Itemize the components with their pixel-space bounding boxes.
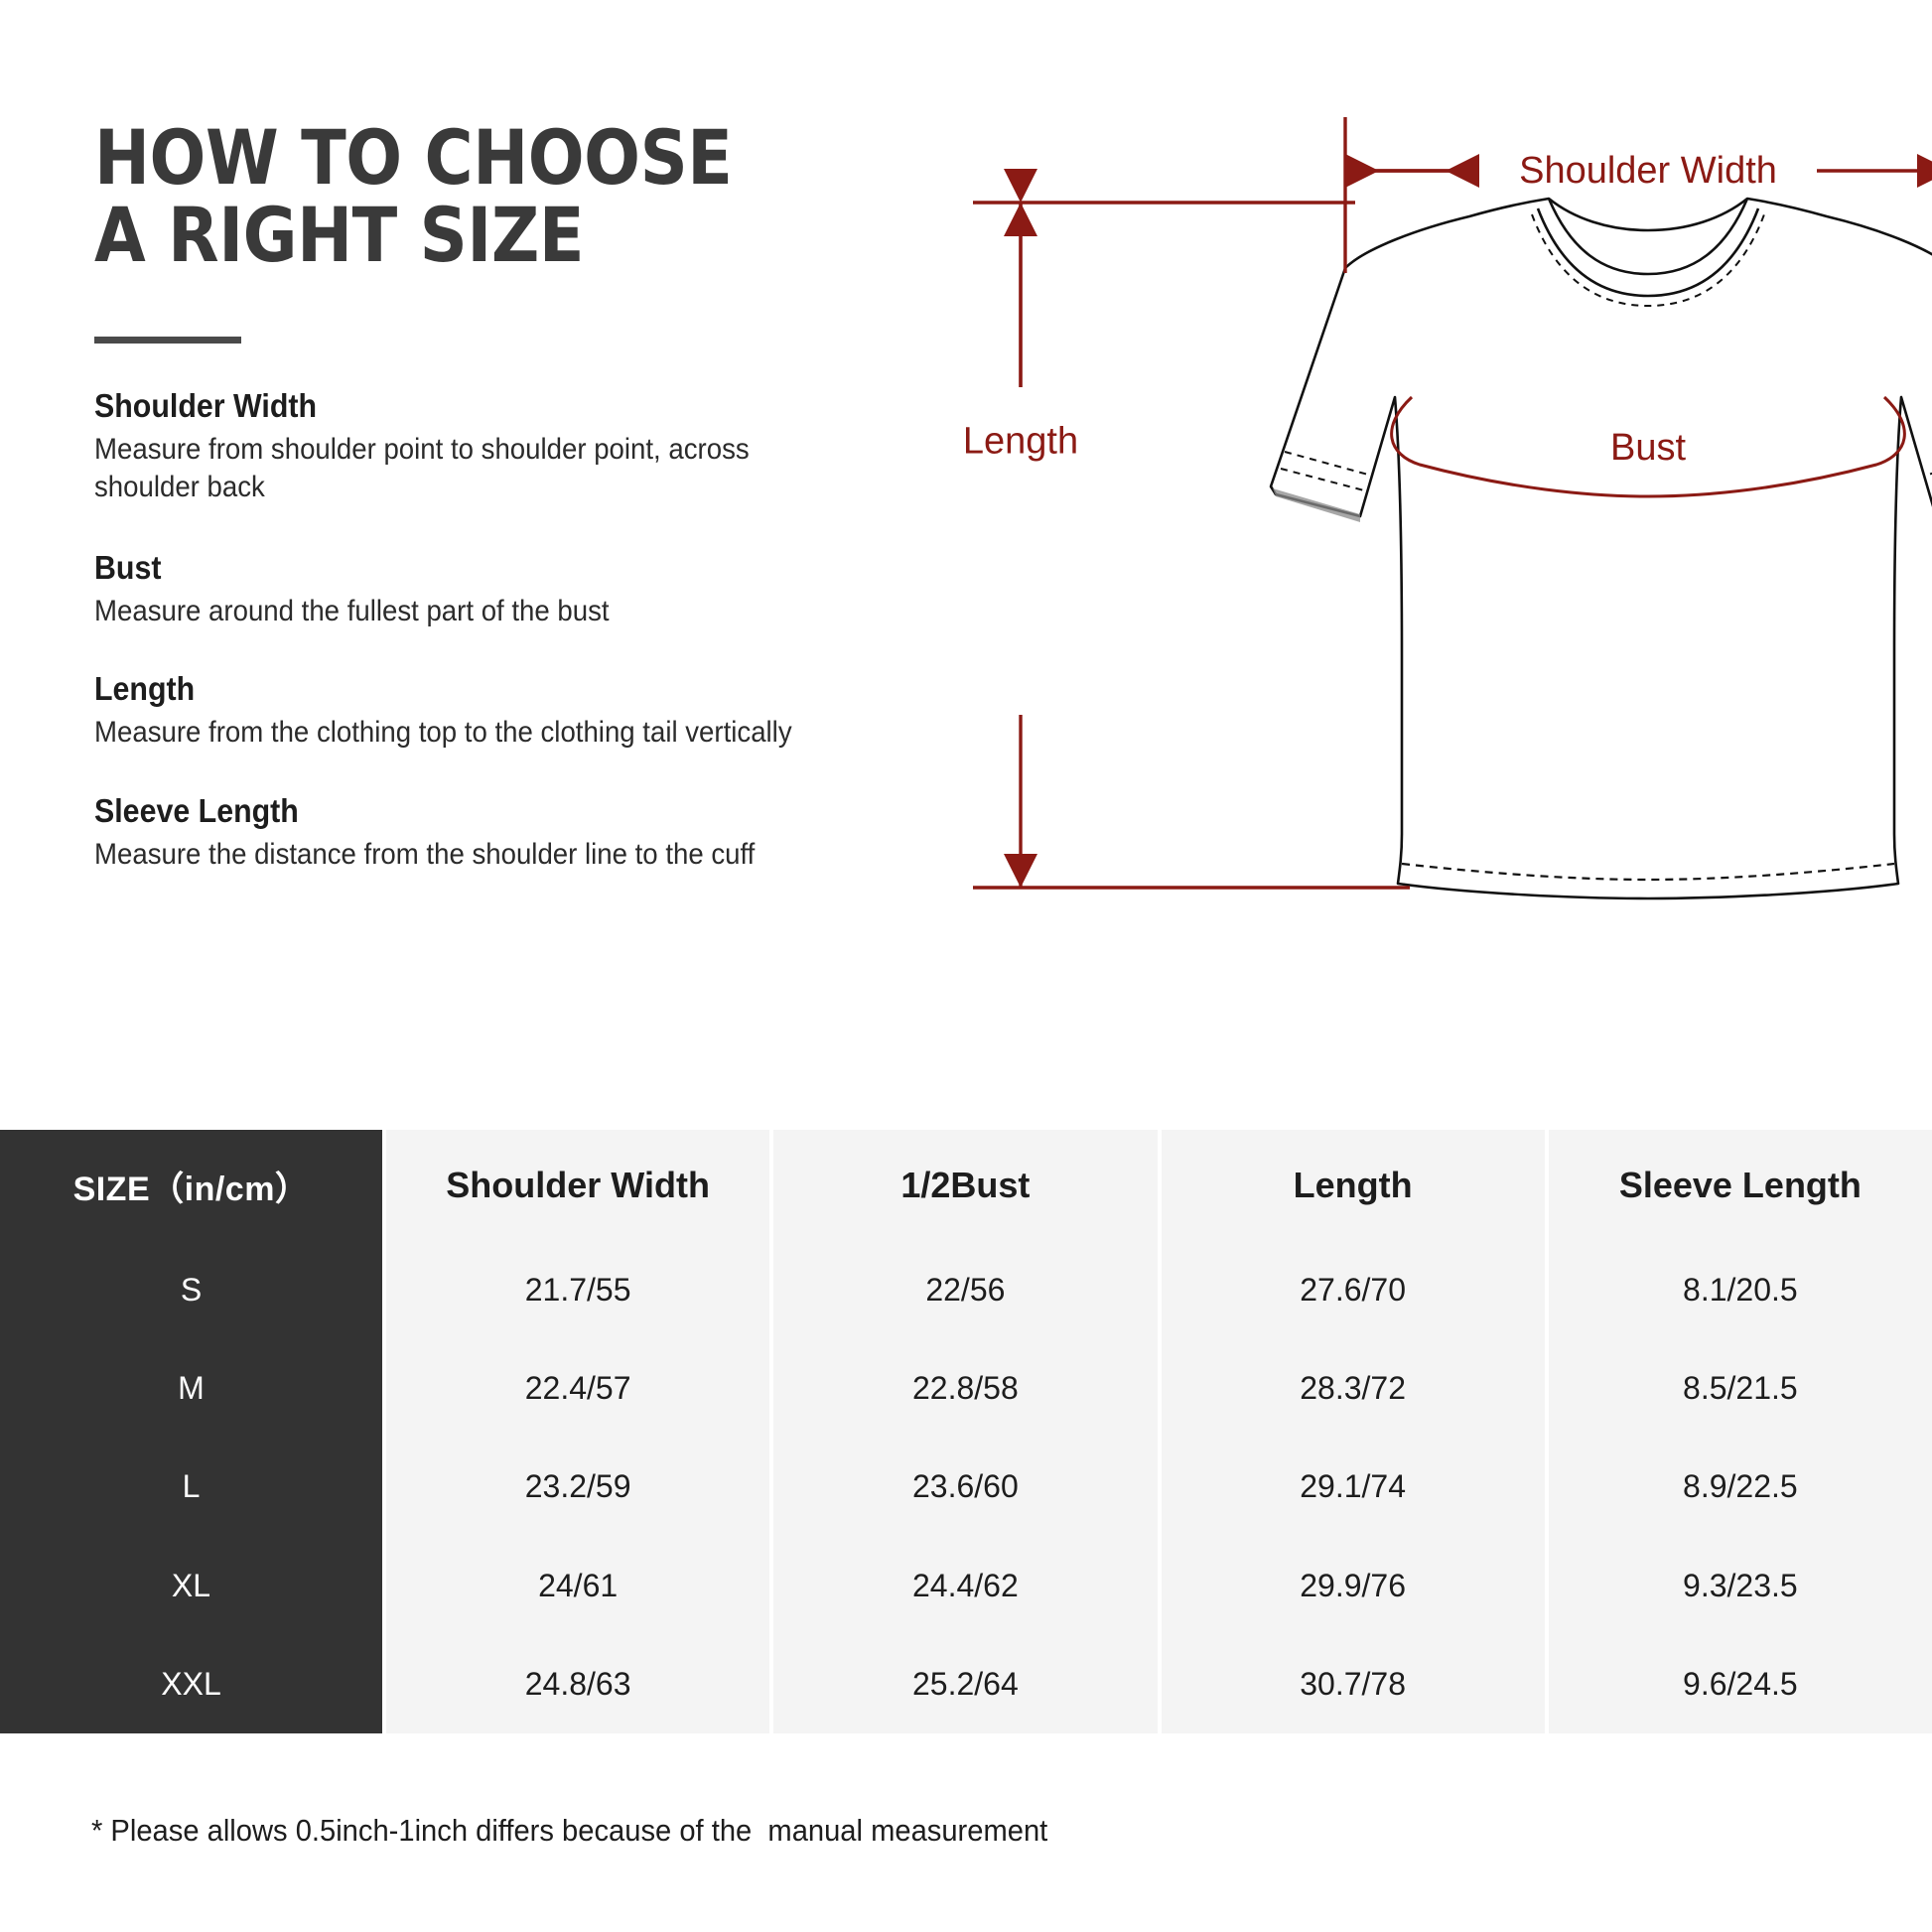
shoulder-width-dimension bbox=[1343, 117, 1932, 273]
length-dimension bbox=[973, 169, 1410, 890]
table-header-half-bust: 1/2Bust bbox=[769, 1130, 1158, 1241]
table-cell-half-bust: 23.6/60 bbox=[769, 1438, 1158, 1537]
measurement-block-length: Length Measure from the clothing top to … bbox=[94, 670, 908, 752]
table-header-size: SIZE（in/cm） bbox=[72, 1170, 310, 1208]
table-row-size: M bbox=[178, 1370, 205, 1407]
table-cell-length: 29.9/76 bbox=[1157, 1536, 1545, 1635]
title-divider bbox=[94, 337, 241, 345]
measurement-name: Bust bbox=[94, 548, 162, 586]
tshirt-collar bbox=[1536, 198, 1760, 298]
size-column: SIZE（in/cm） S M L XL XXL bbox=[0, 1130, 382, 1733]
measurement-description: Measure around the fullest part of the b… bbox=[94, 594, 610, 627]
table-cell-half-bust: 22.8/58 bbox=[769, 1339, 1158, 1439]
measurement-name: Length bbox=[94, 670, 196, 708]
shoulder-width-label: Shoulder Width bbox=[1519, 150, 1777, 192]
measurement-block-shoulder-width: Shoulder Width Measure from shoulder poi… bbox=[94, 387, 908, 507]
tshirt-diagram: Shoulder Width Length Bust bbox=[953, 99, 1932, 1052]
table-row-size: S bbox=[180, 1272, 203, 1309]
table-cell-half-bust: 25.2/64 bbox=[769, 1634, 1158, 1733]
measurement-description: Measure from shoulder point to shoulder … bbox=[94, 433, 750, 504]
table-cell-sleeve-length: 8.1/20.5 bbox=[1544, 1241, 1932, 1340]
measurement-block-bust: Bust Measure around the fullest part of … bbox=[94, 549, 908, 630]
table-header-length: Length bbox=[1157, 1130, 1545, 1241]
table-cell-shoulder-width: 24/61 bbox=[382, 1536, 770, 1635]
table-cell-half-bust: 22/56 bbox=[769, 1241, 1158, 1340]
bust-dimension bbox=[1390, 395, 1906, 498]
table-cell-shoulder-width: 22.4/57 bbox=[382, 1339, 770, 1439]
bust-label: Bust bbox=[1610, 427, 1686, 469]
table-cell-sleeve-length: 9.6/24.5 bbox=[1544, 1634, 1932, 1733]
table-cell-half-bust: 24.4/62 bbox=[769, 1536, 1158, 1635]
length-label: Length bbox=[963, 420, 1078, 462]
measurement-description: Measure the distance from the shoulder l… bbox=[94, 837, 756, 871]
measurement-name: Sleeve Length bbox=[94, 791, 299, 829]
table-row-size: L bbox=[182, 1468, 201, 1505]
table-cell-sleeve-length: 9.3/23.5 bbox=[1544, 1536, 1932, 1635]
measurement-description: Measure from the clothing top to the clo… bbox=[94, 716, 792, 750]
table-header-sleeve-length: Sleeve Length bbox=[1544, 1130, 1932, 1241]
page-title: HOW TO CHOOSE A RIGHT SIZE bbox=[94, 113, 733, 279]
table-cell-sleeve-length: 8.5/21.5 bbox=[1544, 1339, 1932, 1439]
tshirt-collar-stitch bbox=[1531, 213, 1765, 308]
table-cell-length: 28.3/72 bbox=[1157, 1339, 1545, 1439]
size-table: SIZE（in/cm） S M L XL XXL Shoulder Width … bbox=[0, 1130, 1932, 1733]
measurement-name: Shoulder Width bbox=[94, 387, 318, 425]
tshirt-outline bbox=[1269, 197, 1932, 900]
table-row-size: XXL bbox=[161, 1665, 221, 1702]
tshirt-left-cuff bbox=[1280, 451, 1369, 491]
tshirt-left-cuff-shade bbox=[1273, 488, 1360, 522]
table-cell-shoulder-width: 21.7/55 bbox=[382, 1241, 770, 1340]
table-cell-length: 30.7/78 bbox=[1157, 1634, 1545, 1733]
info-panel: HOW TO CHOOSE A RIGHT SIZE Shoulder Widt… bbox=[94, 119, 908, 874]
measurement-block-sleeve-length: Sleeve Length Measure the distance from … bbox=[94, 792, 908, 874]
table-cell-sleeve-length: 8.9/22.5 bbox=[1544, 1438, 1932, 1537]
footnote: * Please allows 0.5inch-1inch differs be… bbox=[91, 1813, 1048, 1848]
table-header-shoulder-width: Shoulder Width bbox=[382, 1130, 770, 1241]
table-cell-shoulder-width: 24.8/63 bbox=[382, 1634, 770, 1733]
table-cell-length: 29.1/74 bbox=[1157, 1438, 1545, 1537]
table-cell-length: 27.6/70 bbox=[1157, 1241, 1545, 1340]
table-row-size: XL bbox=[171, 1567, 211, 1603]
table-cell-shoulder-width: 23.2/59 bbox=[382, 1438, 770, 1537]
